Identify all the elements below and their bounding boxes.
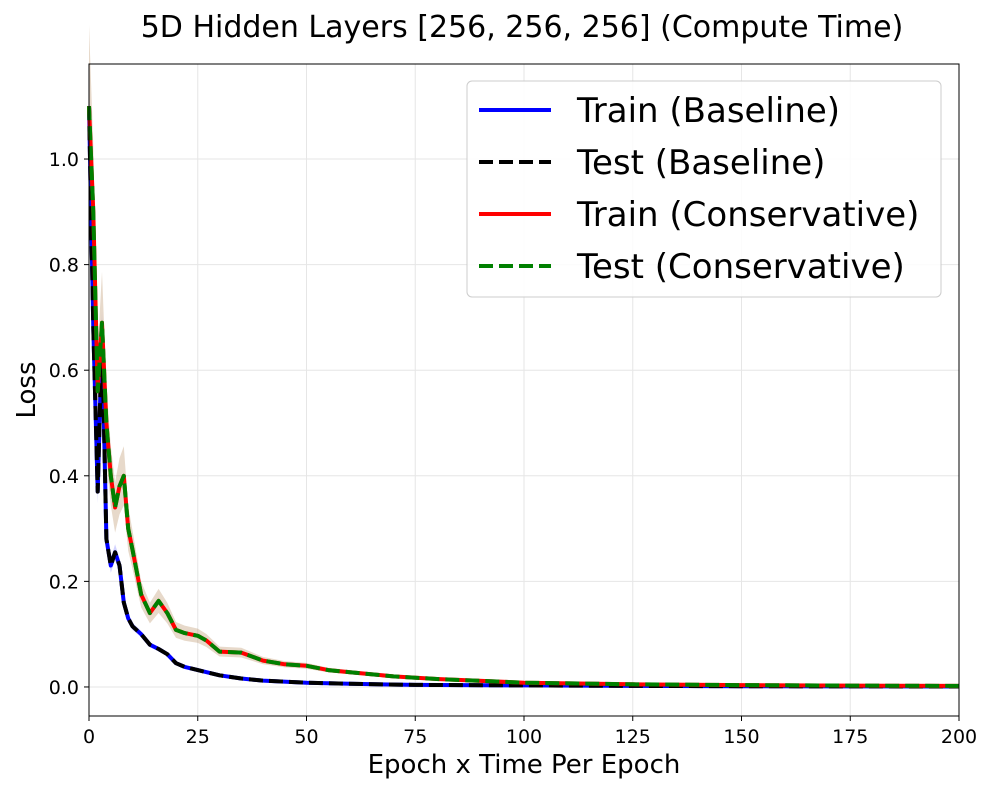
legend-label: Test (Baseline) <box>576 143 825 183</box>
legend: Train (Baseline) Test (Baseline) Train (Co… <box>466 80 942 298</box>
y-tick-label: 0.6 <box>49 360 79 382</box>
legend-label: Train (Baseline) <box>576 91 840 131</box>
x-tick-label: 25 <box>186 726 210 748</box>
series-line <box>87 106 960 689</box>
y-tick-label: 0.4 <box>49 466 79 488</box>
series-lines <box>87 106 960 689</box>
y-tick-label: 0.0 <box>49 677 79 699</box>
y-tick-label: 1.0 <box>49 149 79 171</box>
y-tick-label: 0.8 <box>49 255 79 277</box>
x-tick-label: 150 <box>723 726 759 748</box>
x-tick-label: 0 <box>83 726 95 748</box>
y-axis-label: Loss <box>12 361 42 418</box>
x-tick-label: 175 <box>832 726 868 748</box>
x-tick-label: 50 <box>294 726 318 748</box>
x-axis-label: Epoch x Time Per Epoch <box>368 750 681 780</box>
y-axis: 0.0 0.2 0.4 0.6 0.8 1.0 <box>49 149 89 699</box>
chart-title: 5D Hidden Layers [256, 256, 256] (Comput… <box>141 10 904 45</box>
x-tick-label: 100 <box>506 726 542 748</box>
x-axis: 0 25 50 75 100 125 150 175 200 <box>83 716 977 748</box>
series-line <box>87 106 960 688</box>
y-tick-label: 0.2 <box>49 571 79 593</box>
x-tick-label: 75 <box>403 726 427 748</box>
legend-box <box>466 80 942 298</box>
x-tick-label: 125 <box>615 726 651 748</box>
legend-label: Test (Conservative) <box>576 247 905 287</box>
x-tick-label: 200 <box>941 726 977 748</box>
legend-label: Train (Conservative) <box>576 195 919 235</box>
